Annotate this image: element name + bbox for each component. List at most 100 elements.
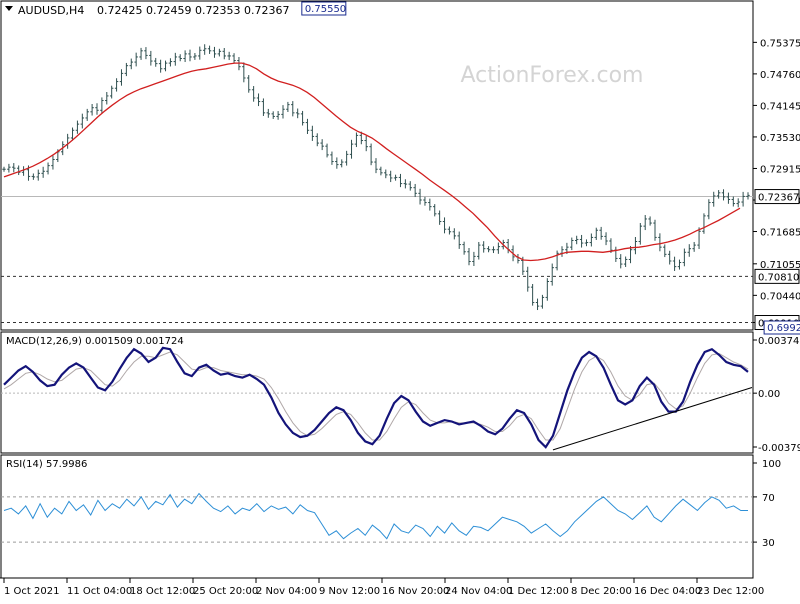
- price-tick-label: 0.75375: [760, 38, 800, 49]
- price-bar: [550, 263, 554, 286]
- rsi-panel-frame: [0, 454, 754, 579]
- price-bar: [442, 217, 447, 234]
- price-tick-label: 0.74145: [760, 101, 800, 112]
- price-tick-label: 0.73530: [760, 133, 800, 144]
- price-tick-label: 0.74760: [760, 70, 800, 81]
- price-bar: [486, 246, 491, 253]
- price-bar: [545, 278, 550, 301]
- price-bar: [95, 103, 99, 115]
- time-tick-label: 1 Dec 12:00: [508, 586, 569, 597]
- price-bar: [354, 132, 359, 148]
- rsi-panel: RSI(14) 57.9986 100 70 30: [0, 454, 781, 579]
- price-bar: [300, 110, 305, 126]
- price-bar: [163, 60, 168, 72]
- price-annotation-box: [301, 1, 347, 16]
- last-price-label: 0.72367: [758, 193, 799, 204]
- price-annotation-box: [763, 320, 800, 335]
- price-bar: [393, 174, 398, 181]
- price-bar: [144, 47, 148, 60]
- macd-panel-frame: [0, 331, 754, 454]
- price-bar: [477, 241, 481, 260]
- price-bar: [281, 105, 285, 119]
- price-bar: [579, 234, 584, 248]
- price-bar: [369, 143, 373, 166]
- level-label-box: [754, 268, 800, 284]
- price-bar: [335, 157, 339, 169]
- time-tick-label: 9 Nov 12:00: [319, 586, 380, 597]
- price-panel: AUDUSD,H4 0.72425 0.72459 0.72353 0.7236…: [0, 0, 800, 335]
- price-bar: [364, 136, 368, 152]
- price-bar: [633, 237, 638, 255]
- macd-trendline: [552, 387, 753, 451]
- price-bar: [149, 50, 153, 66]
- price-bar: [85, 108, 89, 121]
- price-bar: [105, 92, 109, 105]
- time-tick-label: 24 Nov 04:00: [445, 586, 512, 597]
- price-bar: [266, 108, 271, 118]
- price-bar: [707, 199, 711, 220]
- time-tick-label: 16 Nov 20:00: [382, 586, 449, 597]
- price-bar: [741, 191, 745, 207]
- price-bar: [472, 251, 476, 267]
- price-bar: [687, 244, 691, 257]
- price-bar: [247, 75, 251, 93]
- price-bar: [217, 48, 222, 57]
- price-bar: [90, 103, 94, 116]
- price-bar: [623, 256, 628, 268]
- price-bar: [51, 155, 55, 170]
- ohlc-readout: 0.72425 0.72459 0.72353 0.72367: [97, 4, 289, 17]
- price-bar: [261, 98, 266, 116]
- price-bar: [114, 78, 119, 92]
- price-bar: [134, 52, 138, 67]
- price-bar: [7, 163, 11, 173]
- watermark: ActionForex.com: [461, 63, 644, 88]
- price-bar: [256, 93, 261, 107]
- price-bar: [124, 62, 129, 77]
- price-bar: [496, 242, 501, 254]
- price-bar: [540, 294, 545, 309]
- price-bar: [619, 254, 623, 269]
- level-label: 0.70810: [758, 272, 799, 283]
- price-bar: [712, 191, 716, 207]
- price-bar: [325, 143, 329, 158]
- price-bar: [330, 151, 334, 165]
- time-tick-label: 11 Oct 04:00: [67, 586, 132, 597]
- price-bar: [36, 169, 40, 181]
- price-bar: [119, 69, 124, 86]
- price-bar: [574, 235, 579, 245]
- price-tick-label: 0.71685: [760, 228, 800, 239]
- price-bar: [437, 210, 442, 225]
- price-bar: [491, 246, 496, 254]
- price-bar: [638, 223, 643, 245]
- price-bar: [315, 133, 319, 147]
- rsi-tick-label: 70: [762, 493, 775, 504]
- macd-tick-label: 0.003749: [758, 336, 800, 347]
- price-bar: [731, 196, 736, 207]
- price-bar: [291, 101, 295, 117]
- price-bar: [428, 198, 432, 211]
- triangle-down-icon[interactable]: [5, 6, 13, 11]
- moving-average-line: [3, 62, 741, 262]
- price-bar: [584, 239, 589, 247]
- price-bar: [251, 86, 256, 102]
- price-bar: [276, 111, 280, 120]
- price-bar: [384, 169, 388, 179]
- macd-main-line: [3, 346, 749, 449]
- macd-label: MACD(12,26,9) 0.001509 0.001724: [6, 336, 184, 347]
- price-bar: [80, 113, 85, 129]
- price-bar: [570, 237, 574, 251]
- price-bar: [599, 226, 603, 240]
- price-bar: [589, 233, 594, 247]
- price-bar: [653, 219, 657, 241]
- price-bar: [398, 173, 403, 188]
- price-bar: [193, 53, 197, 60]
- rsi-line: [3, 492, 748, 540]
- price-bar: [697, 227, 701, 250]
- price-bar: [295, 108, 300, 119]
- price-bar: [663, 244, 667, 258]
- price-bar: [677, 259, 682, 270]
- price-bar: [305, 118, 310, 134]
- price-bar: [628, 245, 633, 264]
- price-bar: [658, 233, 662, 252]
